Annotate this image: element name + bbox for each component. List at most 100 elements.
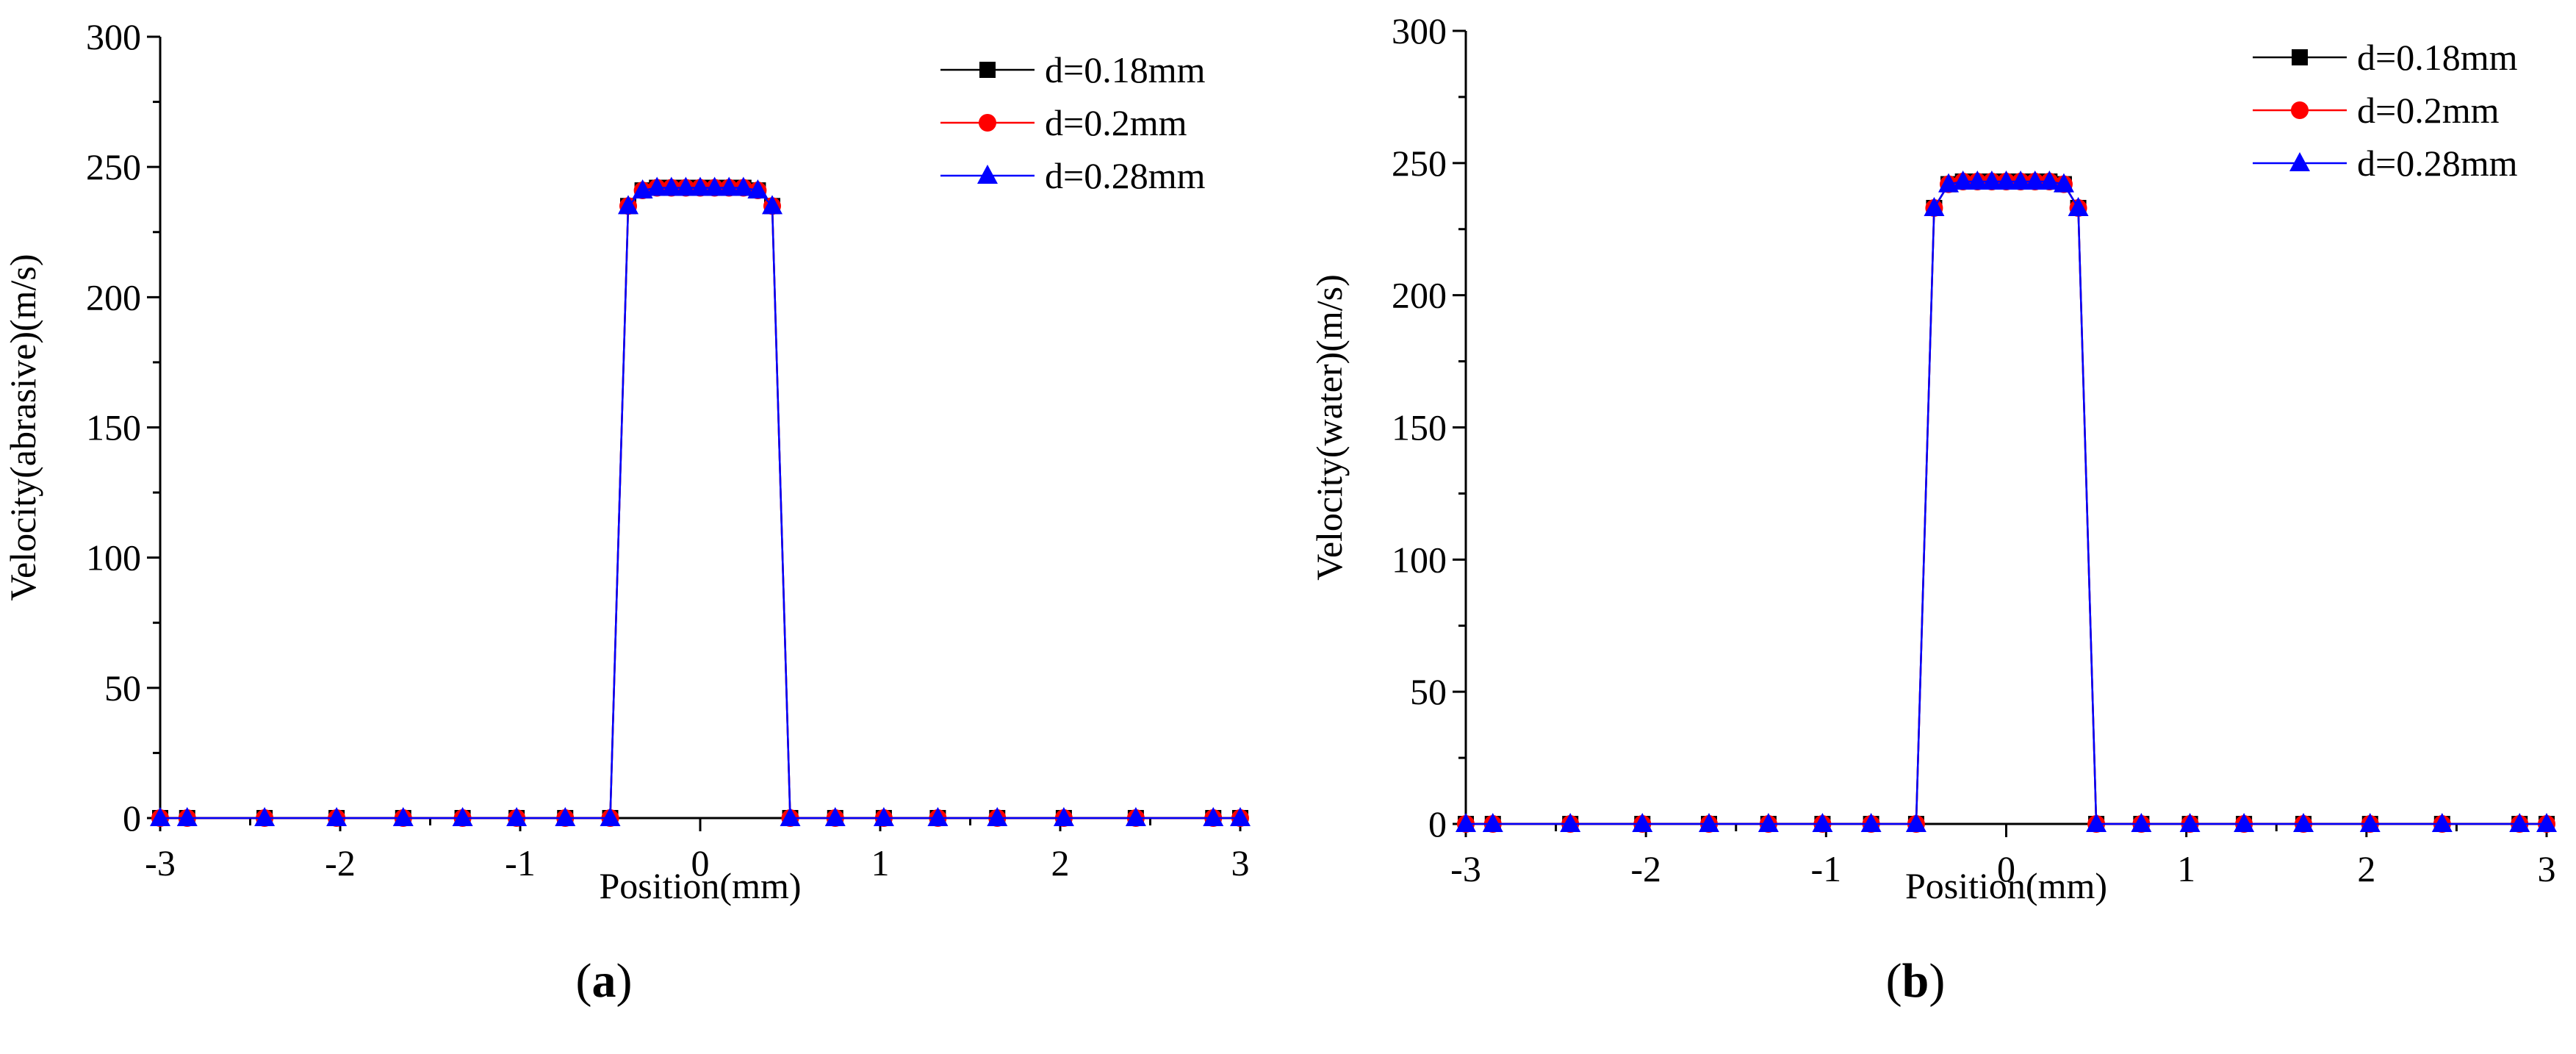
x-tick-label: -1 — [505, 842, 536, 883]
y-tick-label: 250 — [1392, 143, 1447, 184]
series-triangle — [1456, 171, 2557, 832]
y-tick-label: 150 — [86, 407, 141, 448]
data-point — [661, 176, 682, 196]
y-tick-label: 0 — [123, 797, 141, 839]
panel-letter: b — [1902, 954, 1929, 1008]
series-circle — [151, 179, 1249, 827]
data-point — [2536, 813, 2557, 832]
series-line — [160, 187, 1240, 820]
data-point — [150, 807, 170, 826]
data-point — [2024, 171, 2046, 190]
data-point — [1812, 813, 1833, 832]
series-square — [152, 179, 1248, 826]
data-point — [1560, 813, 1581, 832]
x-tick-label: -2 — [325, 842, 356, 883]
data-point — [2431, 813, 2453, 832]
x-tick-label: -3 — [1450, 848, 1481, 889]
legend-label: d=0.2mm — [1045, 102, 1187, 143]
data-point — [1757, 813, 1779, 832]
data-point — [747, 179, 769, 199]
legend-marker — [2291, 101, 2309, 119]
data-point — [176, 807, 198, 826]
data-point — [2039, 171, 2060, 190]
series-triangle — [150, 176, 1251, 826]
data-point — [1860, 813, 1882, 832]
data-point — [618, 195, 638, 215]
y-tick-label: 50 — [104, 667, 141, 709]
legend: d=0.18mm d=0.2mm d=0.28mm — [940, 49, 1206, 196]
x-tick-label: -3 — [145, 842, 176, 883]
data-point — [1632, 813, 1653, 832]
series-line — [1466, 180, 2547, 825]
data-point — [506, 807, 528, 826]
panel-label: (a) — [576, 954, 633, 1008]
data-point — [1698, 813, 1719, 832]
series-line — [1466, 180, 2547, 825]
x-tick-label: 3 — [1231, 842, 1250, 883]
data-point — [600, 807, 621, 826]
data-point — [2068, 196, 2089, 216]
y-axis-title: Velocity(abrasive)(m/s) — [2, 254, 43, 601]
data-point — [2131, 813, 2152, 832]
data-point — [704, 176, 725, 196]
data-point — [1456, 813, 1476, 832]
data-point — [1924, 196, 1945, 216]
legend-marker — [2289, 152, 2310, 171]
data-point — [392, 807, 414, 826]
y-tick-label: 200 — [86, 276, 141, 318]
x-tick-label: 3 — [2538, 848, 2556, 889]
x-tick-label: -2 — [1630, 848, 1661, 889]
data-point — [1981, 171, 2002, 190]
data-point — [1482, 813, 1503, 832]
data-point — [2053, 173, 2074, 193]
legend-label: d=0.18mm — [2357, 37, 2518, 78]
legend-label: d=0.18mm — [1045, 49, 1206, 90]
data-point — [632, 179, 653, 199]
data-point — [927, 807, 949, 826]
series-square — [1458, 173, 2555, 832]
data-point — [762, 195, 782, 215]
data-point — [733, 176, 754, 196]
legend-label: d=0.28mm — [2357, 143, 2518, 184]
data-point — [780, 807, 801, 826]
data-point — [1053, 807, 1074, 826]
data-point — [1230, 807, 1251, 826]
data-point — [675, 176, 697, 196]
y-tick-label: 300 — [1392, 10, 1447, 51]
data-point — [2509, 813, 2530, 832]
data-point — [2179, 813, 2201, 832]
data-point — [254, 807, 276, 826]
data-point — [1938, 173, 1960, 193]
data-point — [2293, 813, 2314, 832]
series-circle — [1457, 173, 2555, 833]
data-point — [1952, 171, 1974, 190]
data-point — [555, 807, 576, 826]
x-tick-label: 1 — [871, 842, 890, 883]
legend-marker — [979, 62, 996, 78]
y-axis-title: Velocity(water)(m/s) — [1309, 274, 1350, 581]
data-point — [1905, 813, 1926, 832]
data-point — [719, 176, 740, 196]
x-axis-title: Position(mm) — [1905, 865, 2107, 906]
data-point — [2010, 171, 2032, 190]
data-point — [1967, 171, 1988, 190]
y-tick-label: 250 — [86, 146, 141, 187]
x-tick-label: 0 — [691, 842, 710, 883]
x-tick-label: 2 — [1051, 842, 1070, 883]
data-point — [2359, 813, 2381, 832]
y-tick-label: 50 — [1410, 671, 1447, 712]
legend-marker — [977, 165, 998, 184]
data-point — [2234, 813, 2255, 832]
legend-label: d=0.28mm — [1045, 155, 1206, 196]
data-point — [690, 176, 710, 196]
chart-panel-b: 0 50 100 150 200 250 300 -3 -2 -1 0 1 2 3 Position(mm)… — [1309, 10, 2557, 1008]
data-point — [2086, 813, 2107, 832]
y-tick-label: 100 — [86, 537, 141, 578]
data-point — [824, 807, 846, 826]
data-point — [987, 807, 1008, 826]
legend: d=0.18mm d=0.2mm d=0.28mm — [2253, 37, 2518, 184]
x-tick-label: 2 — [2357, 848, 2375, 889]
y-tick-label: 200 — [1392, 275, 1447, 316]
data-point — [1125, 807, 1146, 826]
